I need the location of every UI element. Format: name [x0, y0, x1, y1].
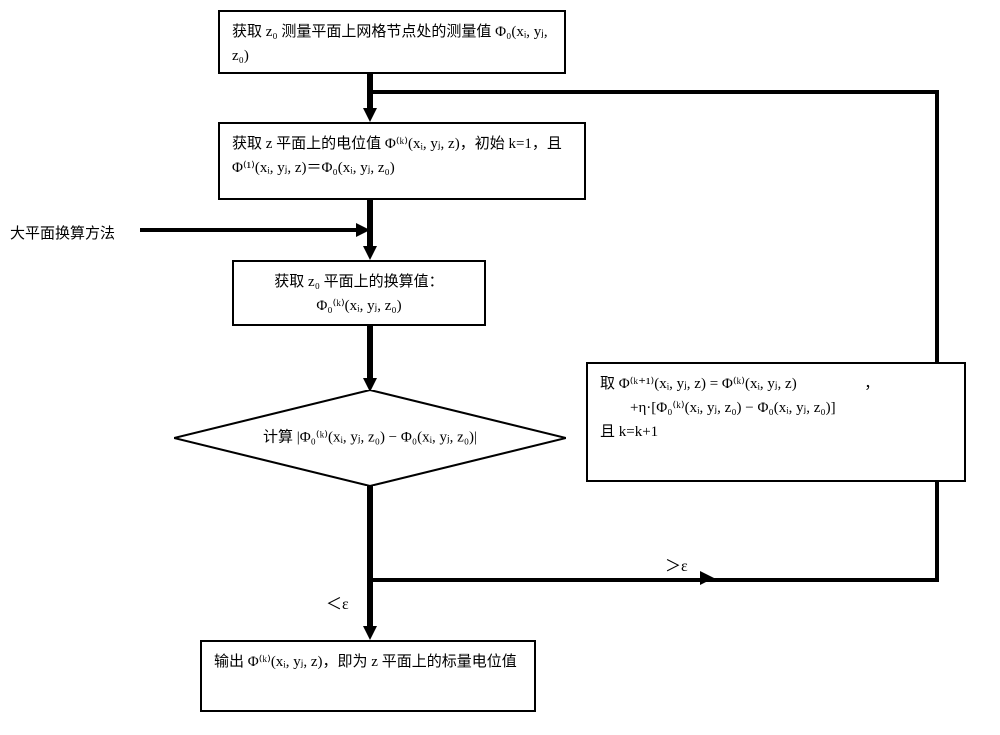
node-text: 获取 z₀ 测量平面上网格节点处的测量值 Φ₀(xᵢ, yⱼ, z₀) — [232, 24, 548, 64]
edge-label-lt: ＜ε — [326, 590, 349, 614]
arrow-head-icon — [363, 626, 377, 640]
node-text: 输出 Φ⁽ᵏ⁾(xᵢ, yⱼ, z)，即为 z 平面上的标量电位值 — [214, 654, 517, 670]
arrow — [367, 578, 373, 626]
arrow — [935, 90, 939, 364]
edge-label-gt: ＞ε — [665, 552, 688, 576]
t: 取 Φ⁽ᵏ⁺¹⁾(xᵢ, yⱼ, z) = Φ⁽ᵏ⁾(xᵢ, yⱼ, z) — [600, 376, 797, 392]
node-text: 取 Φ⁽ᵏ⁺¹⁾(xᵢ, yⱼ, z) = Φ⁽ᵏ⁾(xᵢ, yⱼ, z) ， — [600, 372, 952, 396]
flow-decision: 计算 |Φ₀⁽ᵏ⁾(xᵢ, yⱼ, z₀) − Φ₀(xᵢ, yⱼ, z₀)| — [174, 390, 566, 486]
arrow-head-icon — [363, 246, 377, 260]
node-text: +η·[Φ₀⁽ᵏ⁾(xᵢ, yⱼ, z₀) − Φ₀(xᵢ, yⱼ, z₀)] — [600, 396, 952, 420]
flow-node-init: 获取 z 平面上的电位值 Φ⁽ᵏ⁾(xᵢ, yⱼ, z)，初始 k=1，且 Φ⁽… — [218, 122, 586, 200]
side-label-text: 大平面换算方法 — [10, 226, 115, 242]
node-text: 且 k=k+1 — [600, 420, 952, 444]
arrow — [367, 326, 373, 378]
arrow-head-icon — [363, 108, 377, 122]
t: ， — [864, 376, 879, 392]
side-label: 大平面换算方法 — [10, 222, 115, 243]
flow-node-convert: 获取 z₀ 平面上的换算值： Φ₀⁽ᵏ⁾(xᵢ, yⱼ, z₀) — [232, 260, 486, 326]
arrow — [373, 90, 939, 94]
arrow-head-icon — [356, 223, 370, 237]
arrow — [935, 482, 939, 582]
flow-node-measure: 获取 z₀ 测量平面上网格节点处的测量值 Φ₀(xᵢ, yⱼ, z₀) — [218, 10, 566, 74]
flow-node-output: 输出 Φ⁽ᵏ⁾(xᵢ, yⱼ, z)，即为 z 平面上的标量电位值 — [200, 640, 536, 712]
arrow — [367, 578, 939, 582]
flow-node-update: 取 Φ⁽ᵏ⁺¹⁾(xᵢ, yⱼ, z) = Φ⁽ᵏ⁾(xᵢ, yⱼ, z) ， … — [586, 362, 966, 482]
node-text: 获取 z₀ 平面上的换算值： — [246, 270, 472, 294]
node-text: 获取 z 平面上的电位值 Φ⁽ᵏ⁾(xᵢ, yⱼ, z)，初始 k=1，且 Φ⁽… — [232, 136, 562, 176]
arrow — [140, 228, 356, 232]
arrow — [367, 486, 373, 582]
arrow-head-icon — [700, 571, 714, 585]
decision-text: 计算 |Φ₀⁽ᵏ⁾(xᵢ, yⱼ, z₀) − Φ₀(xᵢ, yⱼ, z₀)| — [174, 428, 566, 449]
node-text: Φ₀⁽ᵏ⁾(xᵢ, yⱼ, z₀) — [246, 294, 472, 318]
